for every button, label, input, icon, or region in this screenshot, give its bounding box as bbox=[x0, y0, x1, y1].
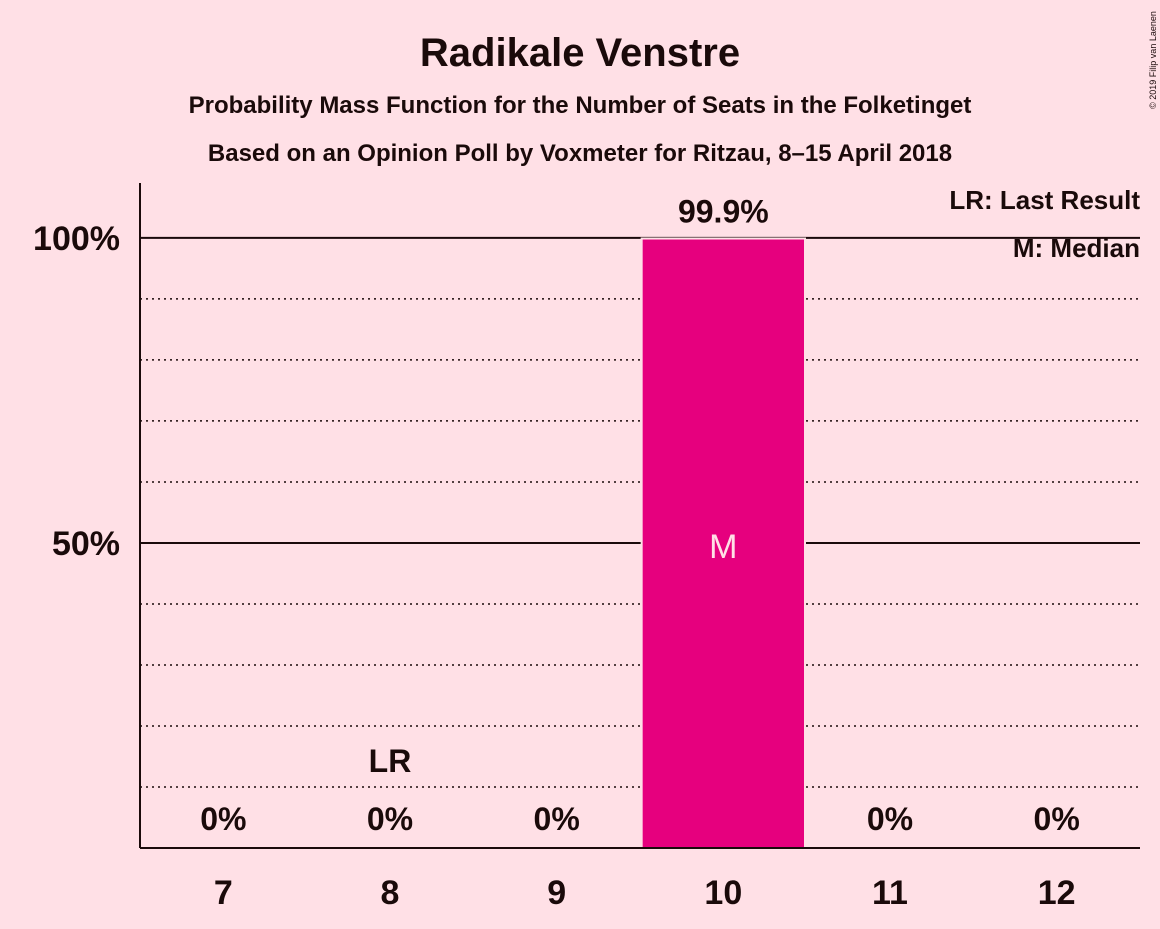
x-tick-label: 9 bbox=[547, 874, 566, 912]
y-tick-label: 50% bbox=[52, 525, 120, 563]
bar bbox=[640, 237, 807, 849]
bar-value-label: 99.9% bbox=[678, 194, 769, 230]
chart-subtitle-2: Based on an Opinion Poll by Voxmeter for… bbox=[208, 140, 952, 167]
chart-title: Radikale Venstre bbox=[420, 31, 740, 75]
legend-entry: M: Median bbox=[1013, 233, 1140, 263]
x-tick-label: 7 bbox=[214, 874, 233, 912]
bar-value-label: 0% bbox=[1034, 801, 1080, 837]
median-marker: M bbox=[709, 528, 737, 566]
x-tick-label: 11 bbox=[872, 874, 908, 912]
bar-value-label: 0% bbox=[534, 801, 580, 837]
x-tick-label: 12 bbox=[1038, 874, 1076, 912]
x-tick-label: 10 bbox=[704, 874, 742, 912]
chart-subtitle: Probability Mass Function for the Number… bbox=[189, 92, 972, 119]
legend-entry: LR: Last Result bbox=[949, 185, 1140, 215]
bar-value-label: 0% bbox=[200, 801, 246, 837]
bar-value-label: 0% bbox=[367, 801, 413, 837]
last-result-marker: LR bbox=[369, 743, 412, 779]
x-tick-label: 8 bbox=[381, 874, 400, 912]
copyright-text: © 2019 Filip van Laenen bbox=[1148, 11, 1158, 109]
bar-value-label: 0% bbox=[867, 801, 913, 837]
y-tick-label: 100% bbox=[33, 220, 120, 258]
